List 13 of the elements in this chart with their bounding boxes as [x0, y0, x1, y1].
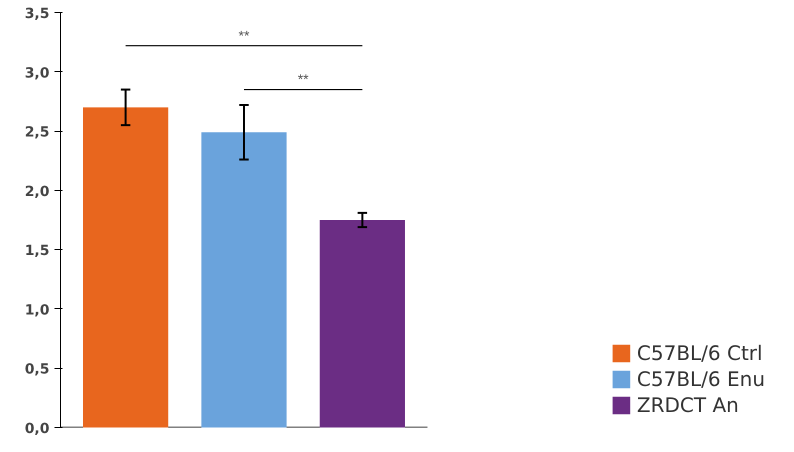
y-tick-label: 0,0 [24, 421, 50, 437]
y-tick-label: 2,0 [24, 184, 50, 200]
y-tick-label: 0,5 [24, 362, 50, 378]
y-tick-label: 3,5 [24, 6, 50, 22]
legend-label: C57BL/6 Ctrl [636, 341, 763, 365]
y-tick-label: 3,0 [24, 65, 50, 82]
annotation: ** [298, 71, 310, 88]
y-tick-label: 1,5 [24, 243, 50, 260]
legend-label: C57BL/6 Enu [636, 367, 765, 391]
legend-label: ZRDCT An [636, 393, 739, 417]
y-tick-label: 2,5 [24, 124, 50, 141]
y-tick-label: 1,0 [24, 302, 50, 318]
annotation: ** [238, 27, 250, 44]
